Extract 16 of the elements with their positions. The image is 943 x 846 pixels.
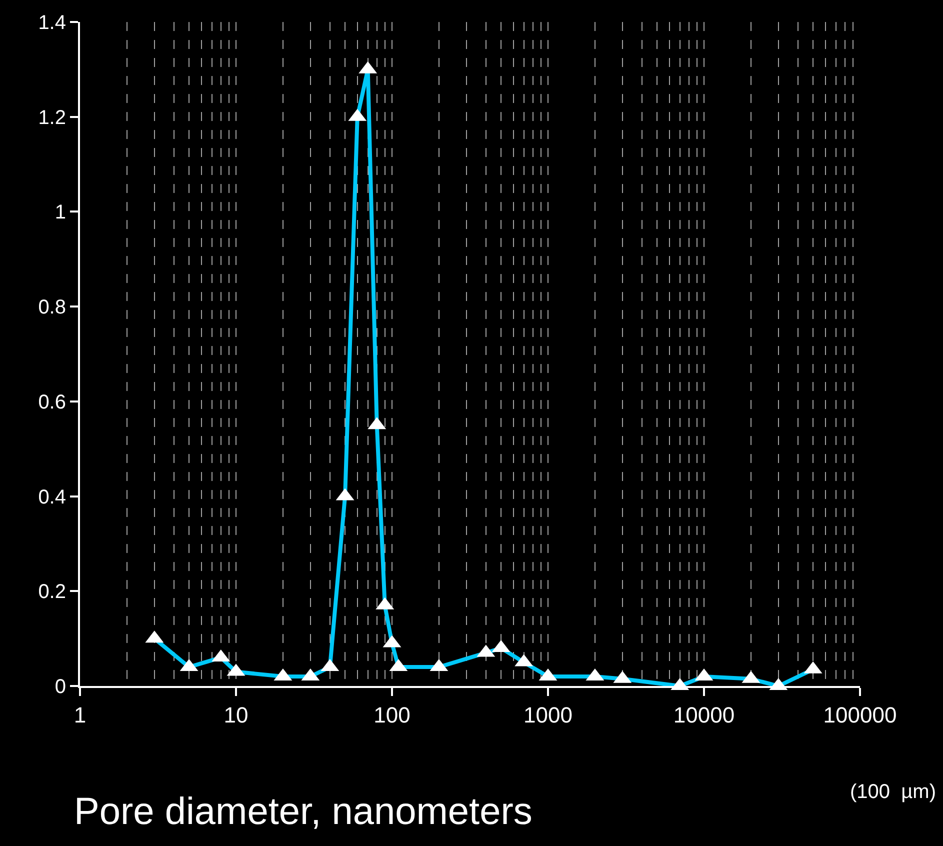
x-tick-label: 1000 (524, 702, 572, 728)
x-axis-title: Pore diameter, nanometers (74, 791, 532, 833)
x-tick-label: 100 (374, 702, 410, 728)
y-tick-label: 0.2 (38, 581, 66, 604)
y-tick-label: 1.2 (38, 106, 66, 129)
y-tick-label: 1.4 (38, 12, 66, 34)
x-tick-label: 10 (224, 702, 248, 728)
x-tick-label: 10000 (673, 702, 735, 728)
x-tick-label: 1 (74, 702, 86, 728)
text: (100 µm) (850, 781, 936, 803)
y-tick-label: 0.8 (38, 296, 66, 319)
y-tick-label: 1 (54, 202, 66, 224)
x-tick-label: 100000 (823, 702, 897, 728)
y-tick-label: 0 (54, 676, 66, 698)
y-tick-label: 0.4 (38, 486, 66, 508)
y-tick-label: 0.6 (38, 391, 66, 414)
